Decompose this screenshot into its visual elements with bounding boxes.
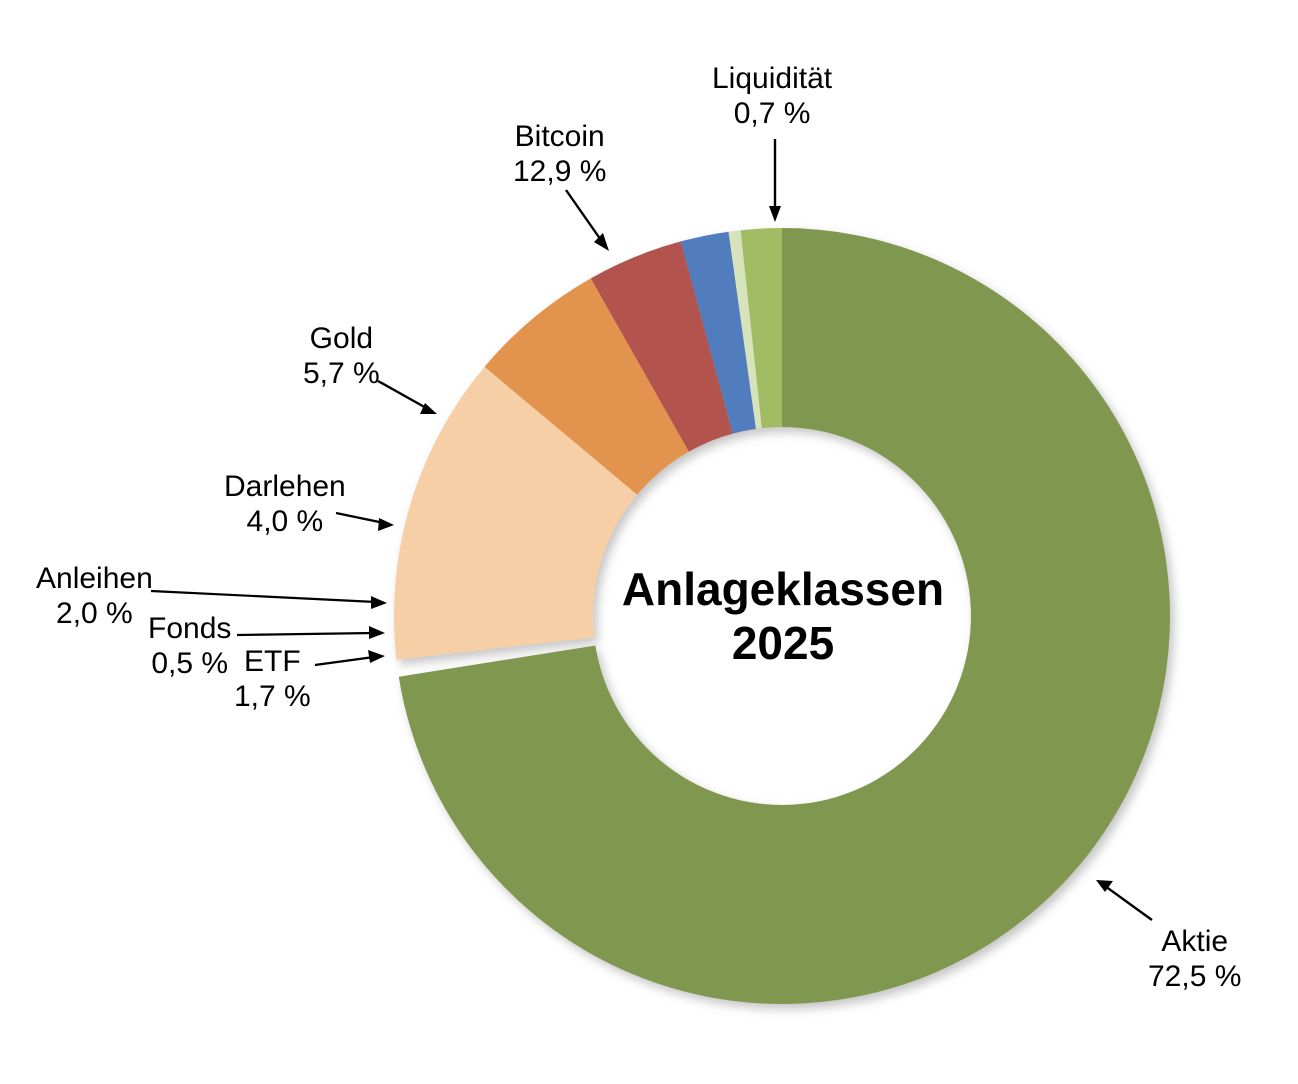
donut-slices: [393, 228, 1170, 1004]
callout-fonds-name: Fonds: [148, 612, 232, 645]
callout-fonds: Fonds 0,5 %: [148, 612, 231, 682]
arrow-anleihen: [150, 589, 387, 609]
callout-bitcoin: Bitcoin 12,9 %: [513, 120, 606, 190]
callout-etf-value: 1,7 %: [234, 679, 311, 713]
callout-darlehen-value: 4,0 %: [246, 504, 324, 538]
center-title-line1: Anlageklassen: [621, 563, 945, 615]
callout-etf-name: ETF: [244, 645, 301, 678]
callout-fonds-value: 0,5 %: [151, 646, 229, 680]
donut-slice-etf[interactable]: [740, 228, 782, 429]
donut-slice-bitcoin[interactable]: [393, 366, 638, 660]
callout-gold-name: Gold: [309, 322, 374, 355]
arrow-gold: [377, 379, 437, 414]
callout-liquiditaet: Liquidität 0,7 %: [712, 62, 832, 132]
callout-anleihen-value: 2,0 %: [56, 596, 133, 630]
callout-liquiditaet-name: Liquidität: [712, 62, 833, 95]
arrow-darlehen: [335, 511, 394, 531]
callout-aktie-name: Aktie: [1161, 925, 1229, 958]
donut-slice-anleihen[interactable]: [680, 231, 756, 434]
donut-slice-fonds[interactable]: [728, 230, 762, 429]
callout-anleihen: Anleihen 2,0 %: [36, 562, 153, 632]
callout-etf: ETF 1,7 %: [234, 645, 311, 715]
callout-arrows: [150, 139, 1153, 921]
arrow-etf: [314, 650, 385, 667]
arrow-fonds: [236, 626, 385, 639]
donut-slice-darlehen[interactable]: [590, 241, 733, 452]
callout-liquiditaet-value: 0,7 %: [733, 96, 811, 130]
callout-gold-value: 5,7 %: [303, 356, 380, 390]
callout-aktie: Aktie 72,5 %: [1148, 925, 1241, 995]
center-title-line2: 2025: [731, 617, 835, 670]
donut-slice-aktie[interactable]: [398, 228, 1170, 1004]
callout-anleihen-name: Anleihen: [36, 562, 153, 595]
arrow-aktie: [1096, 880, 1153, 921]
callout-bitcoin-name: Bitcoin: [514, 120, 605, 153]
donut-slice-gold[interactable]: [484, 278, 689, 495]
callout-darlehen: Darlehen 4,0 %: [224, 470, 346, 540]
callout-gold: Gold 5,7 %: [303, 322, 380, 392]
chart-center-title: Anlageklassen 2025: [563, 562, 1003, 671]
callout-bitcoin-value: 12,9 %: [513, 154, 607, 188]
arrow-bitcoin: [565, 189, 609, 251]
callout-aktie-value: 72,5 %: [1148, 959, 1242, 993]
arrow-liquiditaet: [769, 139, 781, 222]
callout-darlehen-name: Darlehen: [224, 470, 346, 503]
